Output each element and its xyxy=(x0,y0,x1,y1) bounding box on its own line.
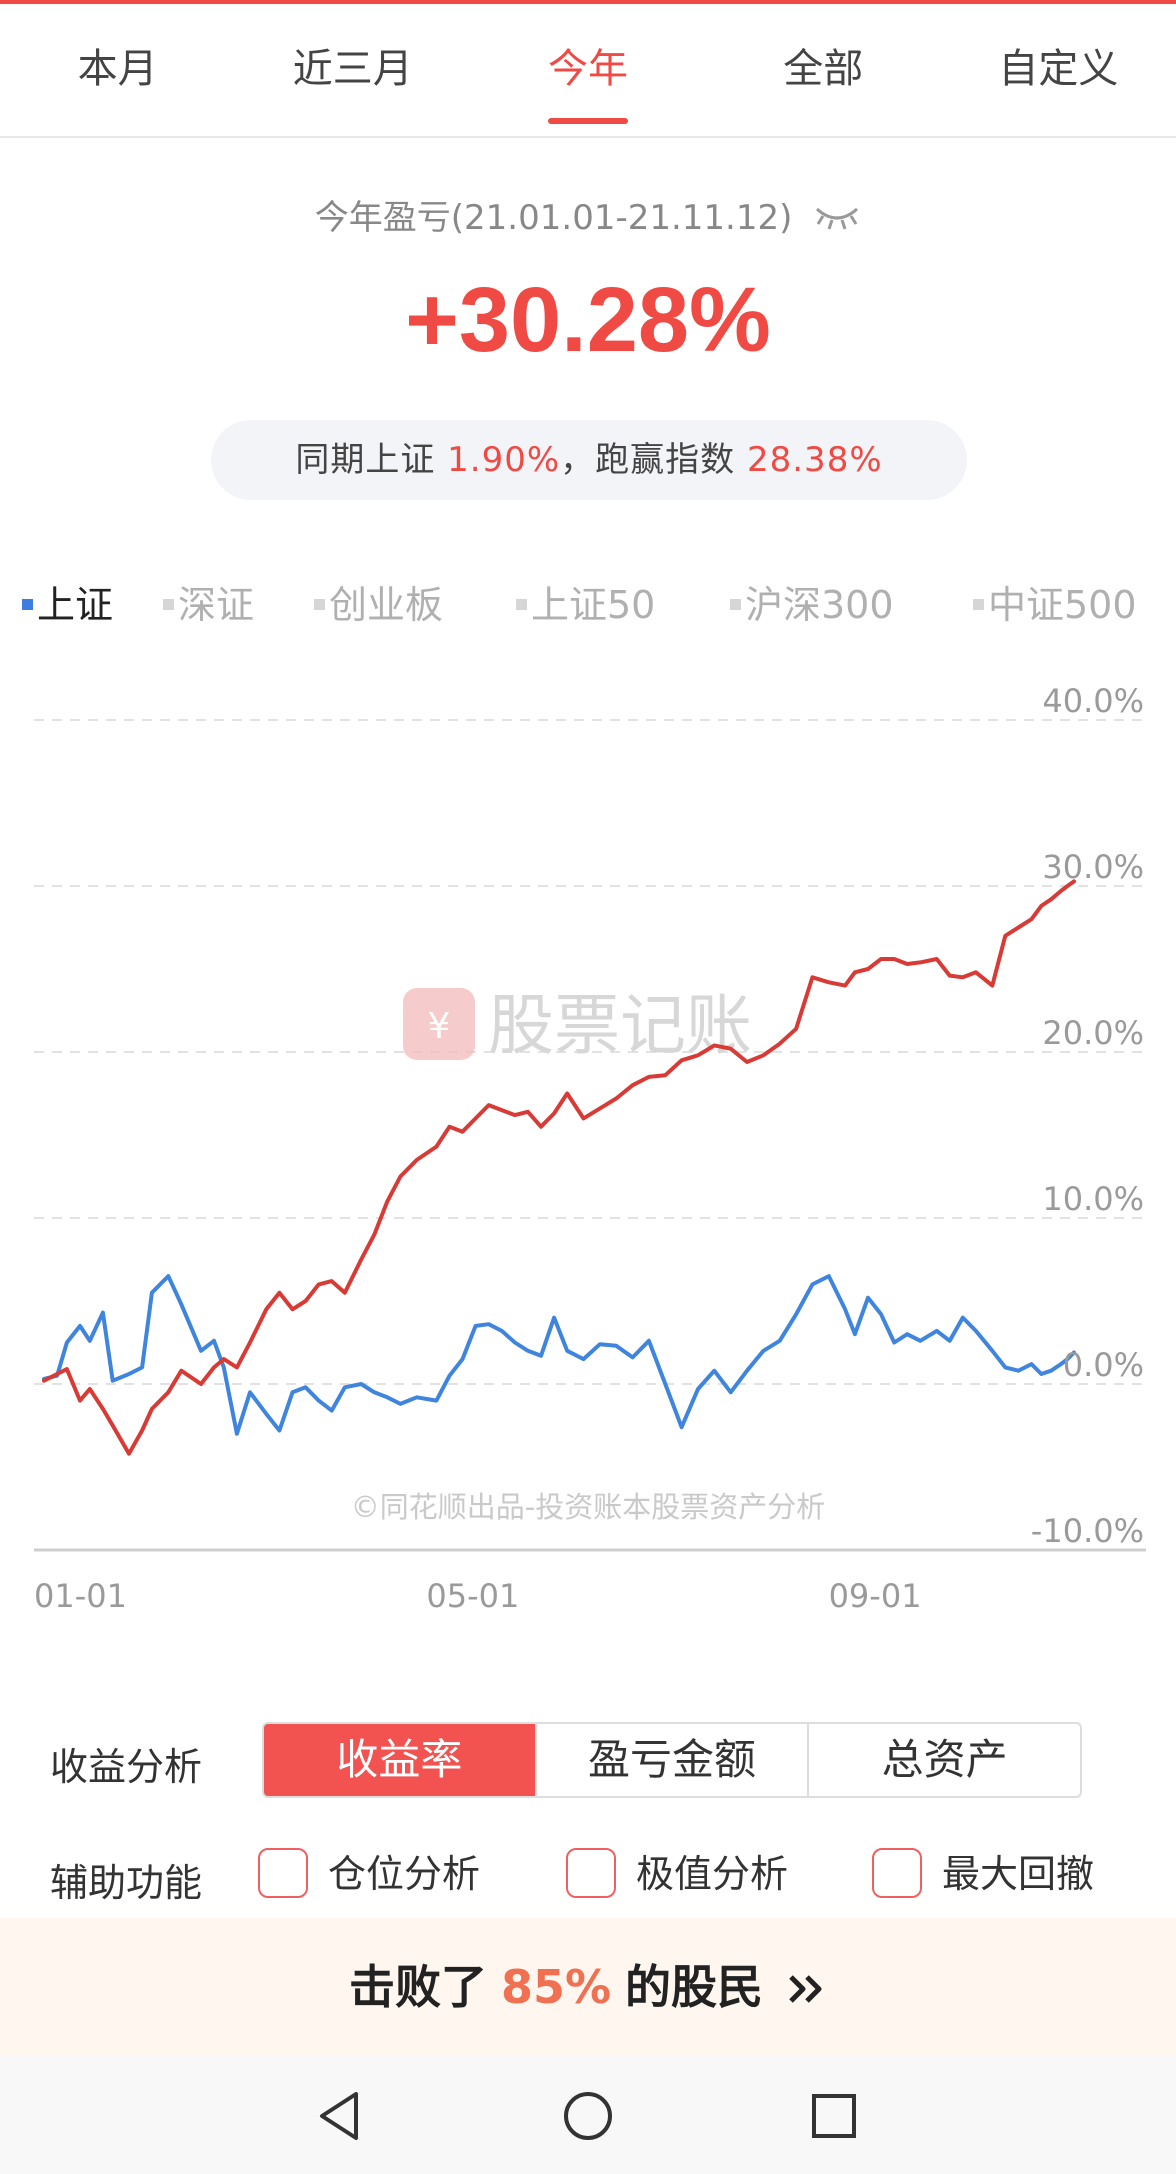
active-tab-indicator xyxy=(548,118,628,124)
legend-square-icon xyxy=(973,599,984,610)
x-tick-label: 05-01 xyxy=(426,1577,519,1615)
compare-mid-text: ，跑赢指数 xyxy=(560,440,736,480)
auxiliary-functions-row: 辅助功能 仓位分析 极值分析 最大回撤 xyxy=(0,1840,1176,1924)
index-tab-chinext[interactable]: 创业板 xyxy=(314,575,443,635)
index-tab-label: 上证 xyxy=(37,583,114,627)
index-tab-label: 深证 xyxy=(178,583,255,627)
position-analysis-label: 仓位分析 xyxy=(328,1852,481,1896)
tab-last-three-months[interactable]: 近三月 xyxy=(235,4,470,136)
beat-prefix: 击败了 xyxy=(348,1960,487,2014)
index-series-line xyxy=(42,1274,1076,1436)
legend-square-icon xyxy=(314,599,325,610)
legend-square-icon xyxy=(730,599,741,610)
tab-all[interactable]: 全部 xyxy=(706,4,941,136)
beat-investors-banner[interactable]: 击败了 85% 的股民 xyxy=(0,1918,1176,2056)
chart-grid xyxy=(34,719,1146,1552)
profit-percentage: +30.28% xyxy=(405,269,771,371)
y-tick-label: 0.0% xyxy=(1063,1346,1144,1384)
index-tab-csi300[interactable]: 沪深300 xyxy=(730,575,894,635)
index-comparison-pill: 同期上证 1.90%，跑赢指数 28.38% xyxy=(211,420,967,500)
beat-percentage: 85% xyxy=(500,1960,612,2014)
auxiliary-functions-label: 辅助功能 xyxy=(50,1861,203,1905)
chart-series xyxy=(42,879,1076,1456)
x-tick-label: 01-01 xyxy=(34,1577,127,1615)
beat-index-value: 28.38% xyxy=(746,440,883,480)
tab-label: 自定义 xyxy=(998,46,1119,92)
system-navigation-bar xyxy=(0,2056,1176,2174)
index-tab-shanghai[interactable]: 上证 xyxy=(22,575,113,635)
index-tab-label: 沪深300 xyxy=(745,583,894,627)
recents-square-icon[interactable] xyxy=(804,2086,864,2146)
tab-label: 今年 xyxy=(548,46,628,92)
position-analysis-checkbox[interactable] xyxy=(258,1848,308,1898)
eye-closed-icon[interactable] xyxy=(813,200,861,240)
y-tick-label: 30.0% xyxy=(1042,848,1144,886)
top-accent-line xyxy=(0,0,1176,4)
return-analysis-row: 收益分析 收益率 盈亏金额 总资产 xyxy=(0,1720,1176,1804)
double-chevron-right-icon xyxy=(787,1922,827,2060)
index-tab-label: 中证500 xyxy=(988,583,1137,627)
index-tab-sse50[interactable]: 上证50 xyxy=(516,575,655,635)
max-drawdown-checkbox[interactable] xyxy=(872,1848,922,1898)
segment-total-assets[interactable]: 总资产 xyxy=(807,1724,1080,1796)
index-selector: 上证 深证 创业板 上证50 沪深300 中证500 xyxy=(0,575,1176,635)
watermark-logo-icon xyxy=(403,988,475,1060)
tab-custom[interactable]: 自定义 xyxy=(941,4,1176,136)
index-tab-label: 上证50 xyxy=(531,583,656,627)
tab-label: 近三月 xyxy=(292,46,413,92)
return-chart-svg: ¥ 股票记账 40.0% 30.0% 20.0% 10.0% 0.0% -10.0% 01… xyxy=(34,682,1146,1615)
profit-period-label: 今年盈亏(21.01.01-21.11.12) xyxy=(314,198,793,238)
home-circle-icon[interactable] xyxy=(558,2086,618,2146)
chart-footnote: ©同花顺出品-投资账本股票资产分析 xyxy=(351,1490,825,1524)
y-tick-label: 10.0% xyxy=(1042,1180,1144,1218)
extremum-analysis-label: 极值分析 xyxy=(636,1852,789,1896)
portfolio-series-line xyxy=(42,879,1076,1456)
watermark-logo-glyph: ¥ xyxy=(428,1006,451,1047)
index-tab-csi500[interactable]: 中证500 xyxy=(973,575,1137,635)
back-triangle-icon[interactable] xyxy=(312,2086,372,2146)
segment-return-rate[interactable]: 收益率 xyxy=(264,1724,535,1796)
return-chart[interactable]: ¥ 股票记账 40.0% 30.0% 20.0% 10.0% 0.0% -10.0% 01… xyxy=(0,660,1176,1620)
return-analysis-label: 收益分析 xyxy=(50,1745,203,1789)
max-drawdown-label: 最大回撤 xyxy=(942,1852,1095,1896)
legend-square-icon xyxy=(163,599,174,610)
y-tick-label: 40.0% xyxy=(1042,682,1144,720)
index-tab-label: 创业板 xyxy=(329,583,444,627)
y-axis-ticks: 40.0% 30.0% 20.0% 10.0% 0.0% -10.0% xyxy=(1031,682,1144,1550)
watermark-text: 股票记账 xyxy=(488,987,752,1064)
compare-prefix: 同期上证 xyxy=(295,440,436,480)
legend-square-icon xyxy=(516,599,527,610)
profit-period-title: 今年盈亏(21.01.01-21.11.12) xyxy=(0,190,1176,240)
x-tick-label: 09-01 xyxy=(829,1577,922,1615)
index-return-value: 1.90% xyxy=(447,440,561,480)
x-axis-ticks: 01-01 05-01 09-01 xyxy=(34,1577,922,1615)
index-tab-shenzhen[interactable]: 深证 xyxy=(163,575,254,635)
tab-label: 本月 xyxy=(77,46,158,92)
legend-square-icon xyxy=(22,599,33,610)
tab-label: 全部 xyxy=(783,46,864,92)
analysis-segmented-control: 收益率 盈亏金额 总资产 xyxy=(262,1722,1082,1798)
beat-suffix: 的股民 xyxy=(625,1960,764,2014)
extremum-analysis-checkbox[interactable] xyxy=(566,1848,616,1898)
segment-profit-amount[interactable]: 盈亏金额 xyxy=(534,1724,808,1796)
y-tick-label: 20.0% xyxy=(1042,1014,1144,1052)
period-tabs: 本月 近三月 今年 全部 自定义 xyxy=(0,4,1176,138)
tab-this-month[interactable]: 本月 xyxy=(0,4,235,136)
tab-this-year[interactable]: 今年 xyxy=(470,4,705,136)
y-tick-label: -10.0% xyxy=(1031,1512,1144,1550)
